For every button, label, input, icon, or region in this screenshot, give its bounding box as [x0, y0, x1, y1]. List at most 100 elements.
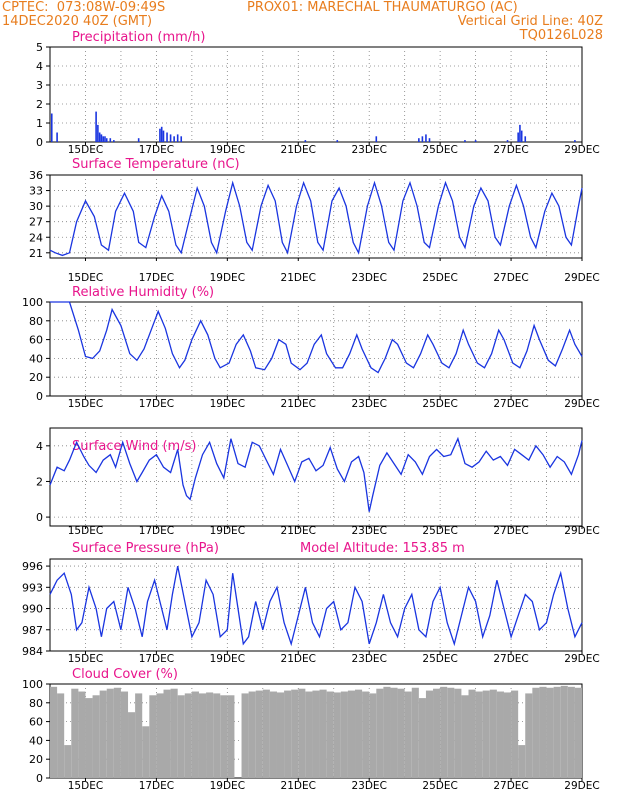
y-tick-label: 0 [36, 772, 43, 785]
precip-bar [113, 140, 115, 142]
x-tick-label: 25DEC [422, 398, 457, 410]
precip-bar [100, 134, 103, 142]
y-tick-label: 2 [36, 475, 43, 488]
cloud-bar [170, 688, 178, 778]
precip-bar [102, 136, 104, 142]
x-tick-label: 29DEC [564, 272, 599, 284]
precip-bar [104, 136, 106, 142]
cloud-bar [560, 685, 568, 778]
cloud-bar [489, 689, 497, 778]
y-tick-label: 984 [22, 645, 43, 658]
series-line [50, 301, 583, 374]
x-tick-label: 25DEC [422, 272, 457, 284]
cloud-bar [276, 692, 285, 778]
y-tick-label: 80 [29, 315, 43, 328]
precip-bar [425, 134, 427, 142]
y-tick-label: 30 [29, 200, 43, 213]
y-tick-label: 987 [22, 624, 43, 637]
header-date: 14DEC2020 40Z (GMT) [2, 14, 153, 29]
cloud-bar [333, 692, 341, 778]
x-tick-label: 19DEC [210, 525, 245, 537]
cloud-bar [191, 691, 199, 778]
x-tick-label: 23DEC [351, 272, 386, 284]
x-tick-label: 19DEC [210, 398, 245, 410]
panel-title: Surface Wind (m/s) [72, 439, 196, 454]
plot-frame [49, 174, 583, 259]
x-tick-label: 17DEC [139, 272, 174, 284]
x-tick-label: 17DEC [139, 780, 174, 792]
x-tick-label: 17DEC [139, 653, 174, 665]
precip-bar [176, 134, 179, 142]
cloud-bar [92, 695, 100, 778]
x-tick-label: 19DEC [210, 653, 245, 665]
cloud-bar [383, 686, 391, 778]
y-tick-label: 993 [22, 581, 43, 594]
y-tick-label: 0 [36, 136, 43, 149]
x-tick-label: 25DEC [422, 653, 457, 665]
precip-bar [428, 138, 431, 142]
precip-bar [50, 113, 53, 142]
cloud-bar [163, 689, 171, 778]
precip-bar [169, 134, 172, 142]
cloud-bar [347, 690, 356, 778]
x-tick-label: 19DEC [210, 272, 245, 284]
precip-bar [159, 128, 161, 142]
y-tick-label: 100 [22, 296, 43, 309]
x-tick-label: 27DEC [493, 272, 528, 284]
cloud-bar [532, 687, 540, 778]
cloud-bar [440, 686, 448, 778]
y-tick-label: 996 [22, 560, 43, 573]
y-tick-label: 4 [36, 440, 43, 453]
y-tick-label: 20 [29, 753, 43, 766]
x-tick-label: 19DEC [210, 144, 245, 156]
x-tick-label: 15DEC [68, 272, 103, 284]
x-tick-label: 29DEC [564, 780, 599, 792]
cloud-bar [418, 698, 426, 778]
precip-bar [421, 136, 424, 142]
cloud-bar [411, 687, 419, 778]
x-tick-label: 17DEC [139, 525, 174, 537]
x-tick-label: 29DEC [564, 653, 599, 665]
cloud-bar [106, 688, 114, 778]
cloud-bar [149, 695, 157, 778]
precip-bar [464, 140, 466, 142]
precip-bar [304, 140, 307, 142]
precip-bar [474, 140, 477, 142]
cloud-bar [433, 688, 441, 778]
plot-frame [49, 427, 583, 527]
cloud-bar [518, 745, 526, 778]
cloud-bar [425, 690, 434, 778]
cloud-bar [284, 690, 292, 778]
x-tick-label: 17DEC [139, 144, 174, 156]
cloud-bar [120, 691, 129, 778]
model-altitude-label: Model Altitude: 153.85 m [300, 541, 465, 556]
y-tick-label: 36 [29, 169, 43, 182]
cloud-bar [461, 695, 469, 778]
x-tick-label: 21DEC [281, 144, 316, 156]
y-tick-label: 80 [29, 697, 43, 710]
y-tick-label: 3 [36, 79, 43, 92]
cloud-bar [326, 691, 334, 778]
x-tick-label: 23DEC [351, 653, 386, 665]
cloud-bar [482, 690, 490, 778]
precip-bar [105, 138, 108, 142]
cloud-bar [546, 687, 554, 778]
cloud-bar [312, 690, 320, 778]
cloud-bar [362, 691, 370, 778]
cloud-bar [206, 692, 214, 778]
cloud-bar [454, 688, 462, 778]
cloud-bar [404, 691, 412, 778]
cloud-bar [369, 693, 377, 778]
precip-bar [160, 126, 163, 142]
y-tick-label: 990 [22, 603, 43, 616]
precip-bar [162, 130, 165, 142]
panel-title: Relative Humidity (%) [72, 285, 214, 300]
y-tick-label: 2 [36, 98, 43, 111]
precip-bar [180, 136, 183, 142]
x-tick-label: 27DEC [493, 144, 528, 156]
cloud-bar [390, 687, 398, 778]
precip-bar [166, 132, 168, 142]
x-tick-label: 27DEC [493, 525, 528, 537]
x-tick-label: 29DEC [564, 525, 599, 537]
cloud-bar [574, 687, 582, 778]
